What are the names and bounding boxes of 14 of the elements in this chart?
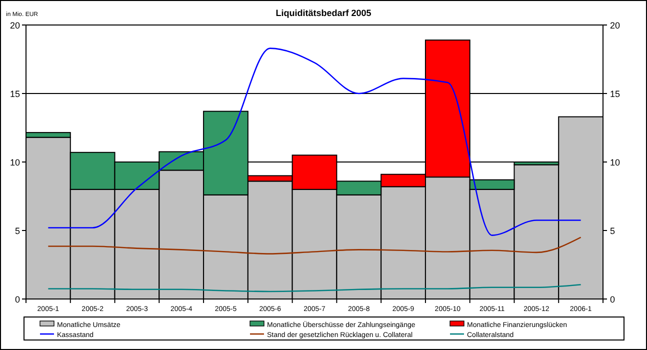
line-series	[48, 48, 582, 236]
y2-tick-label: 10	[610, 158, 620, 168]
y-tick-label: 0	[14, 294, 20, 304]
y-tick-label: 5	[14, 226, 20, 236]
y2-tick-label: 0	[610, 294, 616, 304]
y-tick-label: 10	[10, 158, 20, 168]
y-tick-label: 20	[10, 20, 20, 30]
y2-tick-label: 15	[610, 89, 620, 99]
line-series	[48, 284, 582, 292]
y-tick-label: 15	[10, 89, 20, 99]
chart-title: Liquiditätsbedarf 2005	[276, 8, 372, 18]
y2-tick-label: 5	[610, 226, 616, 236]
y2-tick-label: 20	[610, 20, 620, 30]
line-series	[48, 236, 582, 254]
